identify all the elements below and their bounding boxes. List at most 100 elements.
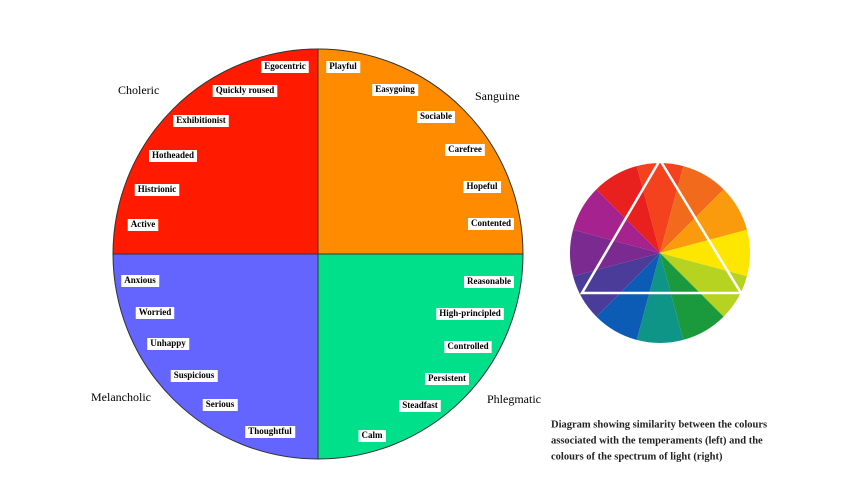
wheel-segment: [573, 189, 660, 253]
caption: colours of the spectrum of light (right): [551, 451, 723, 462]
label-box: [148, 150, 198, 162]
trait-label: Quickly roused: [212, 85, 278, 97]
trait-text: Worried: [139, 307, 172, 317]
color-wheel: [570, 157, 750, 343]
caption: associated with the temperaments (left) …: [551, 435, 763, 446]
trait-text: Unhappy: [150, 338, 186, 348]
wheel-segment: [660, 253, 724, 340]
trait-label: Worried: [135, 307, 175, 319]
wheel-segment: [596, 166, 660, 253]
wheel-segment: [660, 189, 747, 253]
label-box: [245, 426, 296, 438]
trait-text: Easygoing: [375, 84, 415, 94]
label-box: [127, 219, 159, 231]
phlegmatic-quadrant: [318, 254, 523, 459]
trait-label: Steadfast: [399, 400, 441, 412]
wheel-segment: [570, 229, 660, 277]
trait-label: Suspicious: [170, 370, 218, 382]
trait-label: Serious: [202, 399, 238, 411]
melancholic-quadrant: [113, 254, 318, 459]
trait-text: Anxious: [124, 275, 156, 285]
temperament-name: Choleric: [118, 83, 159, 97]
trait-text: Hopeful: [466, 181, 498, 191]
trait-label: Exhibitionist: [173, 115, 229, 127]
trait-label: High-principled: [436, 308, 504, 320]
trait-text: Reasonable: [467, 276, 511, 286]
label-box: [372, 84, 419, 96]
trait-text: Contented: [471, 218, 511, 228]
trait-text: Steadfast: [402, 400, 438, 410]
label-box: [463, 276, 515, 288]
wheel-segment: [636, 253, 684, 343]
wheel-segment: [636, 163, 684, 253]
labels: Egocentric Quickly roused Exhibitionist Hot…: [121, 61, 515, 442]
trait-text: Controlled: [447, 341, 488, 351]
trait-label: Calm: [358, 430, 386, 442]
label-box: [173, 115, 229, 127]
label-box: [134, 184, 180, 196]
trait-label: Easygoing: [372, 84, 419, 96]
trait-label: Reasonable: [463, 276, 515, 288]
trait-text: Egocentric: [264, 61, 305, 71]
trait-text: Suspicious: [174, 370, 215, 380]
trait-text: Active: [131, 219, 156, 229]
label-box: [468, 218, 514, 230]
trait-label: Persistent: [425, 373, 469, 385]
label-box: [358, 430, 386, 442]
label-box: [147, 338, 190, 350]
label-box: [261, 61, 309, 73]
label-box: [463, 181, 501, 193]
wheel-segment: [660, 253, 747, 317]
label-box: [445, 144, 485, 156]
trait-text: Exhibitionist: [176, 115, 226, 125]
trait-text: Playful: [329, 61, 357, 71]
trait-label: Thoughtful: [245, 426, 296, 438]
temperament-circle: [112, 48, 524, 460]
trait-text: Calm: [362, 430, 384, 440]
label-box: [425, 373, 469, 385]
wheel-segment: [573, 253, 660, 317]
temperament-name: Melancholic: [91, 390, 151, 404]
trait-label: Egocentric: [261, 61, 309, 73]
trait-label: Unhappy: [147, 338, 190, 350]
choleric-quadrant: [113, 49, 318, 254]
temperament-name: Phlegmatic: [487, 392, 541, 406]
label-box: [212, 85, 278, 97]
caption: Diagram showing similarity between the c…: [551, 419, 767, 430]
label-box: [444, 341, 492, 353]
label-box: [170, 370, 218, 382]
wheel-segment: [660, 166, 724, 253]
wheel-segment: [660, 229, 750, 277]
trait-text: Carefree: [448, 144, 482, 154]
label-box: [399, 400, 441, 412]
trait-text: Persistent: [428, 373, 466, 383]
trait-text: Hotheaded: [152, 150, 194, 160]
trait-text: Histrionic: [138, 184, 177, 194]
trait-label: Carefree: [445, 144, 485, 156]
label-box: [326, 61, 361, 73]
label-box: [135, 307, 175, 319]
trait-label: Playful: [326, 61, 361, 73]
trait-text: High-principled: [439, 308, 501, 318]
temperament-name: Sanguine: [475, 89, 520, 103]
trait-label: Anxious: [121, 275, 160, 287]
trait-text: Sociable: [420, 111, 452, 121]
trait-label: Hotheaded: [148, 150, 198, 162]
trait-label: Controlled: [444, 341, 492, 353]
triangle: [579, 157, 744, 295]
sanguine-quadrant: [318, 49, 523, 254]
wheel-segment: [596, 253, 660, 340]
trait-text: Thoughtful: [248, 426, 292, 436]
trait-text: Quickly roused: [216, 85, 275, 95]
trait-text: Serious: [206, 399, 235, 409]
label-box: [202, 399, 238, 411]
trait-label: Histrionic: [134, 184, 180, 196]
label-box: [436, 308, 504, 320]
label-box: [121, 275, 160, 287]
trait-label: Hopeful: [463, 181, 501, 193]
trait-label: Sociable: [416, 111, 456, 123]
trait-label: Active: [127, 219, 159, 231]
trait-label: Contented: [468, 218, 514, 230]
label-box: [416, 111, 456, 123]
